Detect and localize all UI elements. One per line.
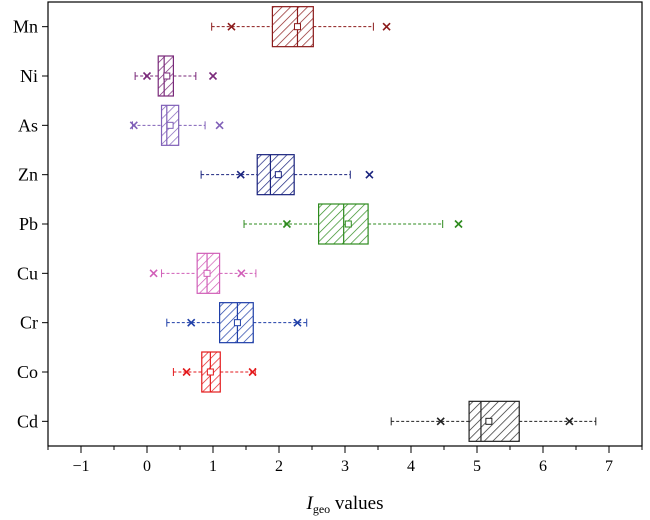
outlier-low-mn bbox=[227, 22, 236, 31]
box-group-cd bbox=[390, 400, 597, 442]
outlier-high-stroke-b-ni bbox=[208, 71, 218, 81]
x-axis-title-subscript: geo bbox=[313, 502, 330, 516]
outlier-low-stroke-b-cu bbox=[149, 269, 158, 278]
outlier-high-ni bbox=[208, 71, 218, 81]
mean-marker-pb bbox=[344, 220, 352, 228]
box-group-co bbox=[172, 351, 257, 393]
boxes-layer bbox=[129, 6, 597, 442]
box-group-ni bbox=[134, 55, 218, 97]
box-group-as bbox=[129, 104, 224, 146]
outlier-low-ni bbox=[142, 71, 152, 81]
x-tick-label-5: 4 bbox=[407, 458, 415, 475]
outlier-low-as bbox=[129, 121, 138, 130]
outlier-low-stroke-b-as bbox=[129, 121, 138, 130]
mean-marker-zn bbox=[274, 171, 282, 179]
outlier-low-cr bbox=[187, 318, 196, 327]
outlier-low-pb bbox=[282, 219, 291, 229]
outlier-high-cr bbox=[293, 318, 302, 327]
x-tick-label-4: 3 bbox=[341, 458, 349, 475]
outlier-low-zn bbox=[236, 170, 245, 179]
y-tick-label-pb: Pb bbox=[19, 214, 38, 234]
outlier-high-stroke-b-cr bbox=[293, 318, 302, 327]
x-tick-label-1: 0 bbox=[143, 458, 151, 475]
outlier-high-stroke-b-zn bbox=[365, 170, 374, 179]
outlier-high-mn bbox=[382, 22, 391, 31]
y-tick-label-cd: Cd bbox=[17, 411, 38, 431]
outlier-low-stroke-b-co bbox=[182, 367, 191, 377]
x-tick-label-3: 2 bbox=[275, 458, 283, 475]
mean-marker-co bbox=[206, 368, 214, 376]
mean-marker-ni bbox=[163, 72, 171, 80]
outlier-low-cu bbox=[149, 269, 158, 278]
x-axis-title-rest: values bbox=[330, 493, 383, 514]
x-tick-label-8: 7 bbox=[605, 458, 613, 475]
outlier-low-stroke-b-zn bbox=[236, 170, 245, 179]
x-axis-title: Igeo values bbox=[306, 493, 384, 516]
mean-marker-cd bbox=[485, 417, 493, 425]
y-tick-label-ni: Ni bbox=[20, 66, 38, 86]
outlier-high-pb bbox=[454, 219, 463, 229]
box-cd bbox=[468, 400, 520, 442]
outlier-high-cu bbox=[237, 269, 246, 278]
outlier-low-stroke-b-cd bbox=[436, 417, 445, 426]
y-tick-label-as: As bbox=[18, 115, 38, 135]
outlier-low-co bbox=[182, 367, 191, 377]
mean-marker-cu bbox=[203, 269, 211, 277]
outlier-high-stroke-b-cu bbox=[237, 269, 246, 278]
y-axis: Mn Ni As Zn Pb Cu Cr Co Cd bbox=[13, 17, 48, 431]
mean-marker-mn bbox=[293, 23, 301, 31]
outlier-high-stroke-b-mn bbox=[382, 22, 391, 31]
x-tick-label-7: 6 bbox=[539, 458, 547, 475]
outlier-high-stroke-b-as bbox=[215, 121, 224, 130]
y-tick-label-mn: Mn bbox=[13, 17, 38, 37]
box-group-pb bbox=[243, 203, 463, 245]
outlier-low-stroke-b-ni bbox=[142, 71, 152, 81]
box-group-zn bbox=[200, 154, 374, 196]
outlier-high-co bbox=[248, 367, 257, 377]
y-tick-label-cr: Cr bbox=[20, 313, 38, 333]
box-group-mn bbox=[211, 6, 391, 48]
outlier-low-stroke-b-pb bbox=[282, 219, 291, 229]
x-axis: −1 0 1 2 3 4 5 6 7 bbox=[47, 446, 643, 475]
outlier-low-stroke-b-mn bbox=[227, 22, 236, 31]
outlier-high-as bbox=[215, 121, 224, 130]
x-tick-label-6: 5 bbox=[473, 458, 481, 475]
y-tick-label-zn: Zn bbox=[18, 165, 38, 185]
y-tick-label-co: Co bbox=[17, 362, 38, 382]
mean-marker-as bbox=[166, 121, 174, 129]
x-axis-title-main: I bbox=[306, 493, 315, 514]
y-tick-label-cu: Cu bbox=[17, 263, 38, 283]
box-group-cu bbox=[149, 252, 257, 294]
outlier-high-stroke-b-co bbox=[248, 367, 257, 377]
outlier-high-stroke-b-cd bbox=[565, 417, 574, 426]
mean-marker-cr bbox=[233, 319, 241, 327]
outlier-high-stroke-b-pb bbox=[454, 219, 463, 229]
outlier-high-zn bbox=[365, 170, 374, 179]
outlier-low-cd bbox=[436, 417, 445, 426]
box-mn bbox=[271, 6, 314, 48]
outlier-low-stroke-b-cr bbox=[187, 318, 196, 327]
box-group-cr bbox=[166, 302, 308, 344]
x-tick-label-2: 1 bbox=[209, 458, 217, 475]
outlier-high-cd bbox=[565, 417, 574, 426]
x-tick-label-0: −1 bbox=[72, 458, 89, 475]
